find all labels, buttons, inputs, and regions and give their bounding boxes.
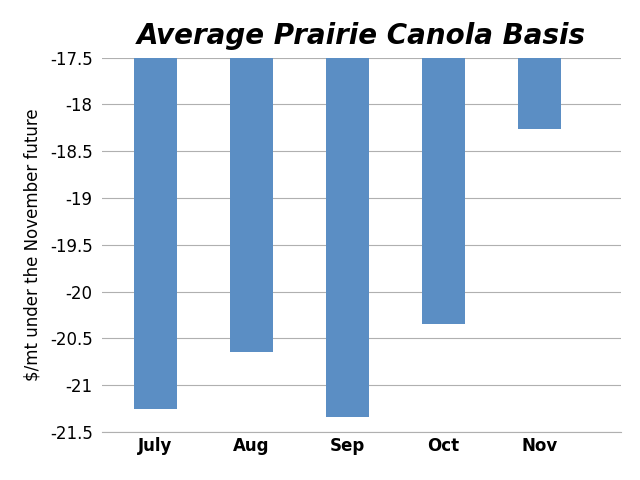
Title: Average Prairie Canola Basis: Average Prairie Canola Basis bbox=[137, 22, 586, 50]
Bar bbox=[134, 58, 177, 408]
Bar bbox=[422, 58, 465, 324]
Bar bbox=[326, 58, 369, 417]
Y-axis label: $/mt under the November future: $/mt under the November future bbox=[24, 108, 42, 381]
Bar bbox=[230, 58, 273, 352]
Bar bbox=[518, 58, 561, 129]
